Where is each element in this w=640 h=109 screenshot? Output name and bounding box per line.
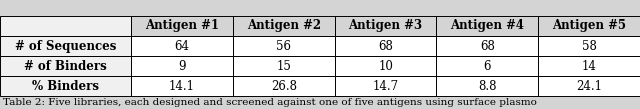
- Text: Antigen #3: Antigen #3: [349, 19, 422, 32]
- Bar: [436, 76, 538, 96]
- Text: 56: 56: [276, 40, 291, 53]
- Text: Antigen #4: Antigen #4: [451, 19, 524, 32]
- Text: 6: 6: [484, 60, 491, 73]
- Text: 9: 9: [179, 60, 186, 73]
- Bar: [538, 36, 640, 56]
- Bar: [436, 16, 538, 36]
- Bar: [233, 76, 335, 96]
- Bar: [233, 36, 335, 56]
- Bar: [0, 76, 131, 96]
- Bar: [0, 56, 131, 76]
- Bar: [436, 56, 538, 76]
- Bar: [131, 36, 233, 56]
- Text: 58: 58: [582, 40, 596, 53]
- Bar: [538, 76, 640, 96]
- Bar: [131, 76, 233, 96]
- Text: 68: 68: [378, 40, 393, 53]
- Bar: [538, 16, 640, 36]
- Text: 10: 10: [378, 60, 393, 73]
- Bar: [131, 16, 233, 36]
- Bar: [233, 56, 335, 76]
- Text: Table 2: Five libraries, each designed and screened against one of five antigens: Table 2: Five libraries, each designed a…: [3, 98, 537, 107]
- Text: Antigen #5: Antigen #5: [552, 19, 626, 32]
- Bar: [335, 56, 436, 76]
- Bar: [436, 36, 538, 56]
- Text: Antigen #2: Antigen #2: [247, 19, 321, 32]
- Bar: [335, 36, 436, 56]
- Text: 8.8: 8.8: [478, 80, 497, 93]
- Text: 68: 68: [480, 40, 495, 53]
- Text: % Binders: % Binders: [32, 80, 99, 93]
- Bar: [0, 16, 131, 36]
- Bar: [335, 16, 436, 36]
- Text: 24.1: 24.1: [576, 80, 602, 93]
- Text: Antigen #1: Antigen #1: [145, 19, 219, 32]
- Text: 64: 64: [175, 40, 189, 53]
- Text: 14.7: 14.7: [372, 80, 399, 93]
- Bar: [233, 16, 335, 36]
- Text: 14: 14: [582, 60, 596, 73]
- Bar: [131, 56, 233, 76]
- Text: 15: 15: [276, 60, 291, 73]
- Bar: [538, 56, 640, 76]
- Text: 26.8: 26.8: [271, 80, 297, 93]
- Text: # of Sequences: # of Sequences: [15, 40, 116, 53]
- Bar: [335, 76, 436, 96]
- Text: 14.1: 14.1: [169, 80, 195, 93]
- Text: # of Binders: # of Binders: [24, 60, 107, 73]
- Bar: [0, 36, 131, 56]
